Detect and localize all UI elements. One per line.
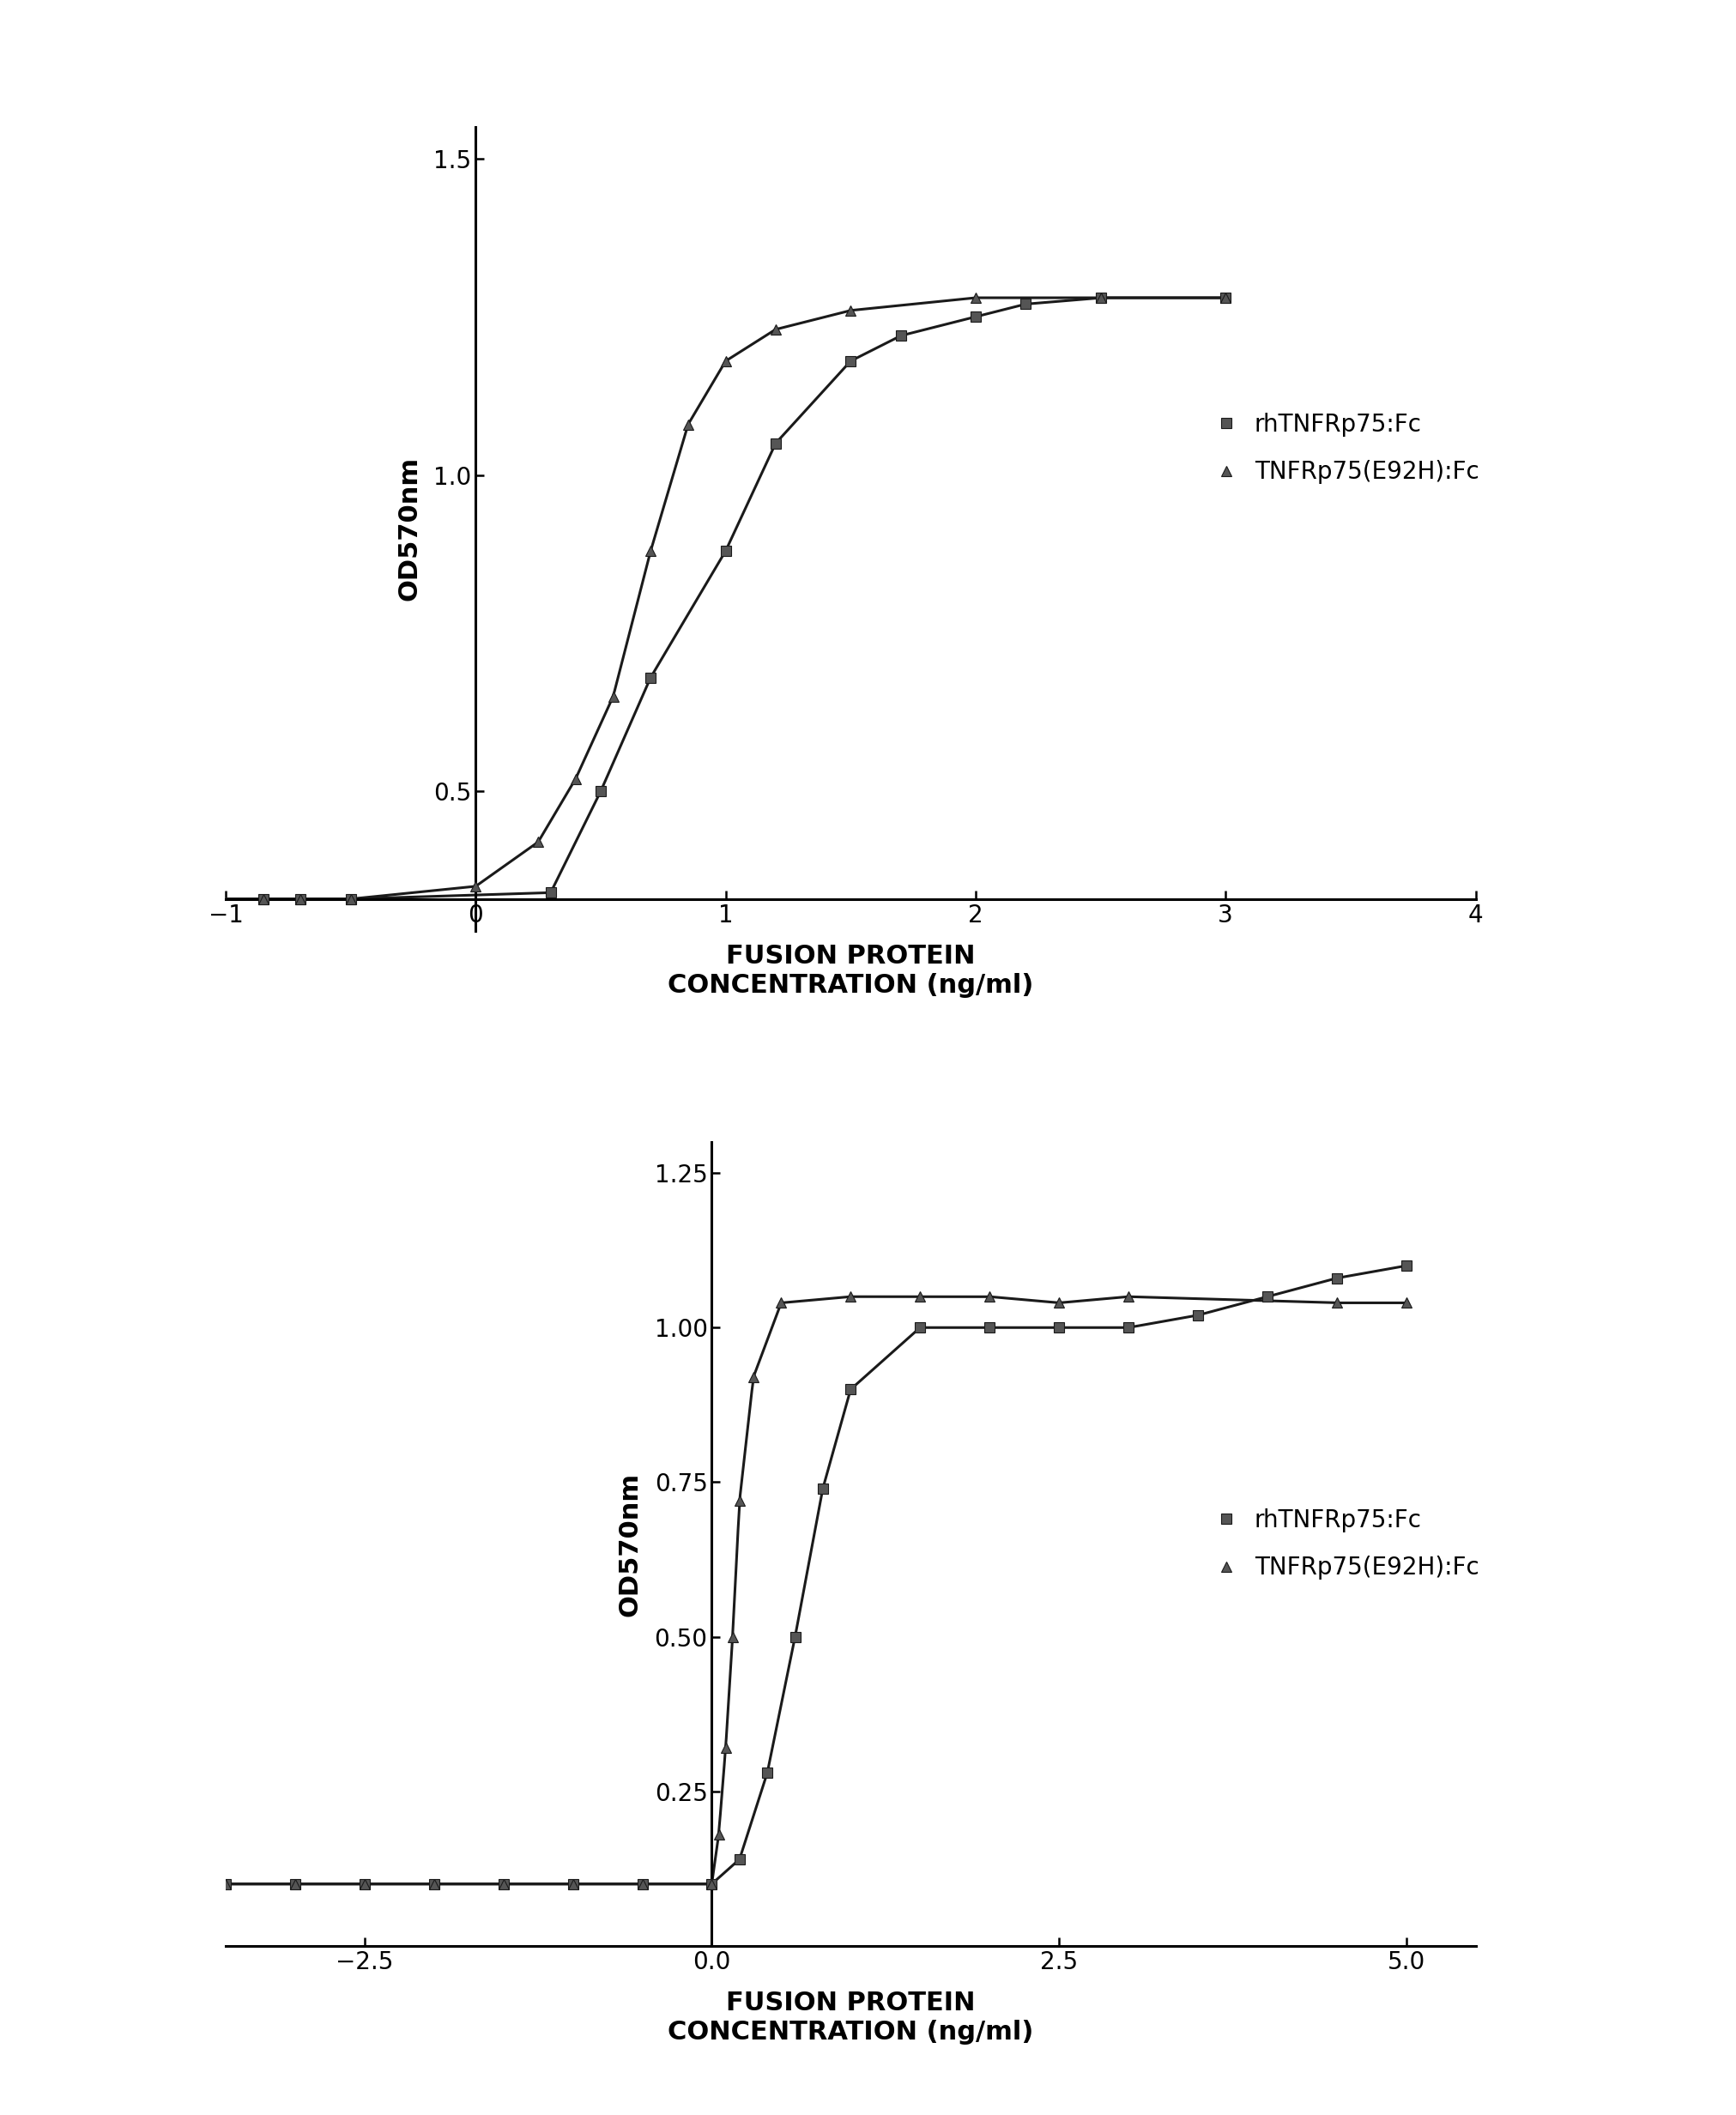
TNFRp75(E92H):Fc bbox=[979, 1284, 1000, 1309]
X-axis label: FUSION PROTEIN
CONCENTRATION (ng/ml): FUSION PROTEIN CONCENTRATION (ng/ml) bbox=[668, 943, 1033, 998]
Text: Fig.2 A: Fig.2 A bbox=[811, 1155, 891, 1180]
rhTNFRp75:Fc bbox=[641, 664, 661, 689]
TNFRp75(E92H):Fc bbox=[771, 1290, 792, 1316]
rhTNFRp75:Fc bbox=[1049, 1316, 1069, 1341]
rhTNFRp75:Fc bbox=[562, 1872, 583, 1897]
TNFRp75(E92H):Fc bbox=[1215, 286, 1236, 311]
rhTNFRp75:Fc bbox=[285, 1872, 306, 1897]
Line: rhTNFRp75:Fc: rhTNFRp75:Fc bbox=[259, 292, 1231, 905]
TNFRp75(E92H):Fc bbox=[677, 412, 698, 438]
rhTNFRp75:Fc bbox=[812, 1476, 833, 1502]
rhTNFRp75:Fc bbox=[840, 1377, 861, 1402]
rhTNFRp75:Fc bbox=[701, 1872, 722, 1897]
TNFRp75(E92H):Fc bbox=[701, 1872, 722, 1897]
rhTNFRp75:Fc bbox=[840, 349, 861, 374]
TNFRp75(E92H):Fc bbox=[493, 1872, 514, 1897]
rhTNFRp75:Fc bbox=[1090, 286, 1111, 311]
TNFRp75(E92H):Fc bbox=[715, 1734, 736, 1760]
rhTNFRp75:Fc bbox=[590, 778, 611, 804]
TNFRp75(E92H):Fc bbox=[1090, 286, 1111, 311]
Legend: rhTNFRp75:Fc, TNFRp75(E92H):Fc: rhTNFRp75:Fc, TNFRp75(E92H):Fc bbox=[1201, 402, 1489, 495]
X-axis label: FUSION PROTEIN
CONCENTRATION (ng/ml): FUSION PROTEIN CONCENTRATION (ng/ml) bbox=[668, 1990, 1033, 2045]
TNFRp75(E92H):Fc bbox=[528, 829, 549, 854]
rhTNFRp75:Fc bbox=[253, 886, 274, 912]
rhTNFRp75:Fc bbox=[1257, 1284, 1278, 1309]
rhTNFRp75:Fc bbox=[965, 305, 986, 330]
Line: rhTNFRp75:Fc: rhTNFRp75:Fc bbox=[220, 1261, 1411, 1889]
TNFRp75(E92H):Fc bbox=[424, 1872, 444, 1897]
rhTNFRp75:Fc bbox=[632, 1872, 653, 1897]
rhTNFRp75:Fc bbox=[979, 1316, 1000, 1341]
TNFRp75(E92H):Fc bbox=[1396, 1290, 1417, 1316]
TNFRp75(E92H):Fc bbox=[840, 298, 861, 324]
Line: TNFRp75(E92H):Fc: TNFRp75(E92H):Fc bbox=[220, 1292, 1411, 1889]
TNFRp75(E92H):Fc bbox=[1118, 1284, 1139, 1309]
TNFRp75(E92H):Fc bbox=[722, 1624, 743, 1650]
TNFRp75(E92H):Fc bbox=[840, 1284, 861, 1309]
rhTNFRp75:Fc bbox=[215, 1872, 236, 1897]
TNFRp75(E92H):Fc bbox=[602, 683, 623, 709]
rhTNFRp75:Fc bbox=[757, 1760, 778, 1785]
rhTNFRp75:Fc bbox=[493, 1872, 514, 1897]
rhTNFRp75:Fc bbox=[340, 886, 361, 912]
TNFRp75(E92H):Fc bbox=[766, 317, 786, 343]
rhTNFRp75:Fc bbox=[766, 431, 786, 457]
rhTNFRp75:Fc bbox=[540, 880, 561, 905]
TNFRp75(E92H):Fc bbox=[715, 349, 736, 374]
rhTNFRp75:Fc bbox=[1118, 1316, 1139, 1341]
rhTNFRp75:Fc bbox=[290, 886, 311, 912]
TNFRp75(E92H):Fc bbox=[743, 1364, 764, 1390]
TNFRp75(E92H):Fc bbox=[632, 1872, 653, 1897]
rhTNFRp75:Fc bbox=[1326, 1265, 1347, 1290]
rhTNFRp75:Fc bbox=[715, 537, 736, 563]
rhTNFRp75:Fc bbox=[1016, 292, 1036, 317]
TNFRp75(E92H):Fc bbox=[285, 1872, 306, 1897]
Y-axis label: OD570nm: OD570nm bbox=[618, 1472, 642, 1616]
rhTNFRp75:Fc bbox=[1215, 286, 1236, 311]
rhTNFRp75:Fc bbox=[891, 324, 911, 349]
TNFRp75(E92H):Fc bbox=[1049, 1290, 1069, 1316]
Y-axis label: OD570nm: OD570nm bbox=[398, 457, 422, 601]
TNFRp75(E92H):Fc bbox=[290, 886, 311, 912]
TNFRp75(E92H):Fc bbox=[340, 886, 361, 912]
Line: TNFRp75(E92H):Fc: TNFRp75(E92H):Fc bbox=[259, 292, 1231, 905]
rhTNFRp75:Fc bbox=[1187, 1303, 1208, 1328]
TNFRp75(E92H):Fc bbox=[562, 1872, 583, 1897]
TNFRp75(E92H):Fc bbox=[566, 766, 587, 791]
TNFRp75(E92H):Fc bbox=[910, 1284, 930, 1309]
rhTNFRp75:Fc bbox=[910, 1316, 930, 1341]
TNFRp75(E92H):Fc bbox=[965, 286, 986, 311]
TNFRp75(E92H):Fc bbox=[465, 873, 486, 899]
TNFRp75(E92H):Fc bbox=[1326, 1290, 1347, 1316]
TNFRp75(E92H):Fc bbox=[354, 1872, 375, 1897]
TNFRp75(E92H):Fc bbox=[253, 886, 274, 912]
rhTNFRp75:Fc bbox=[785, 1624, 806, 1650]
rhTNFRp75:Fc bbox=[729, 1846, 750, 1872]
TNFRp75(E92H):Fc bbox=[729, 1489, 750, 1514]
TNFRp75(E92H):Fc bbox=[215, 1872, 236, 1897]
TNFRp75(E92H):Fc bbox=[641, 537, 661, 563]
rhTNFRp75:Fc bbox=[1396, 1252, 1417, 1277]
rhTNFRp75:Fc bbox=[424, 1872, 444, 1897]
rhTNFRp75:Fc bbox=[354, 1872, 375, 1897]
TNFRp75(E92H):Fc bbox=[708, 1821, 729, 1846]
Legend: rhTNFRp75:Fc, TNFRp75(E92H):Fc: rhTNFRp75:Fc, TNFRp75(E92H):Fc bbox=[1201, 1497, 1489, 1590]
